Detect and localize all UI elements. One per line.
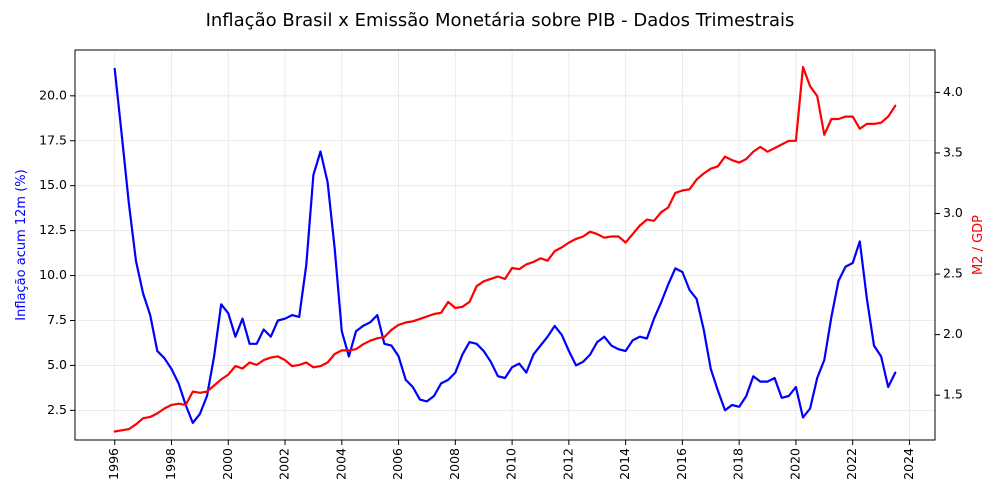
x-tick-label: 2000: [220, 448, 235, 480]
x-tick-label: 2002: [277, 448, 292, 480]
x-tick-label: 1998: [163, 448, 178, 480]
x-tick-label: 2020: [787, 448, 802, 480]
right-axis-ticks: 1.5 2.0 2.5 3.0 3.5 4.0: [935, 84, 963, 402]
right-tick-label: 2.0: [943, 326, 963, 341]
right-axis-label: M2 / GDP: [971, 215, 986, 275]
left-tick-label: 7.5: [47, 312, 67, 327]
left-axis-label: Inflação acum 12m (%): [14, 169, 29, 320]
x-tick-label: 2024: [901, 448, 916, 480]
x-tick-label: 2012: [560, 448, 575, 480]
left-tick-label: 2.5: [47, 402, 67, 417]
left-tick-label: 17.5: [39, 132, 67, 147]
left-tick-label: 10.0: [39, 267, 67, 282]
x-tick-label: 2004: [333, 448, 348, 480]
x-tick-label: 2016: [674, 448, 689, 480]
series-lines: [113, 65, 897, 433]
right-tick-label: 3.5: [943, 144, 963, 159]
left-tick-label: 15.0: [39, 177, 67, 192]
x-tick-label: 1996: [106, 448, 121, 480]
x-tick-label: 2014: [617, 448, 632, 480]
left-tick-label: 12.5: [39, 222, 67, 237]
x-tick-label: 2022: [844, 448, 859, 480]
x-tick-label: 2008: [447, 448, 462, 480]
series-line-m2-gdp: [113, 65, 897, 433]
grid-lines: [75, 50, 935, 440]
left-tick-label: 20.0: [39, 87, 67, 102]
series-line-inflation: [113, 67, 897, 424]
x-tick-label: 2006: [390, 448, 405, 480]
x-tick-label: 2010: [504, 448, 519, 480]
left-axis-ticks: 2.5 5.0 7.5 10.0 12.5 15.0 17.5 20.0: [39, 87, 75, 417]
right-tick-label: 1.5: [943, 387, 963, 402]
x-tick-label: 2018: [731, 448, 746, 480]
plot-frame: [74, 49, 936, 441]
right-tick-label: 4.0: [943, 84, 963, 99]
chart-title: Inflação Brasil x Emissão Monetária sobr…: [206, 10, 795, 31]
left-tick-label: 5.0: [47, 357, 67, 372]
x-axis-ticks: 1996 1998 2000 2002 2004 2006 2008 2010 2012 2014…: [106, 440, 916, 480]
right-tick-label: 3.0: [943, 205, 963, 220]
right-tick-label: 2.5: [943, 266, 963, 281]
